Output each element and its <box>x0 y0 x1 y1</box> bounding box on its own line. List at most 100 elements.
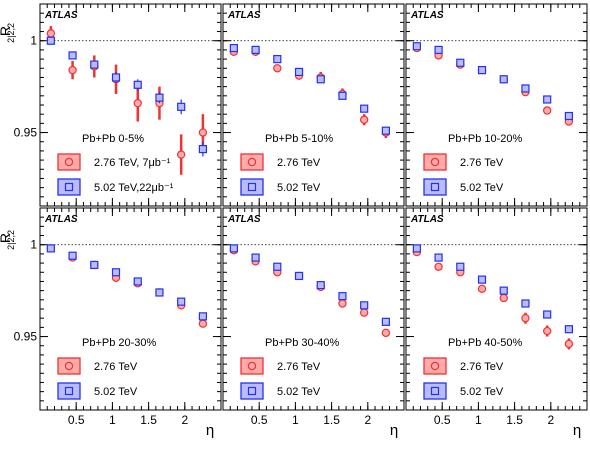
legend-marker-red <box>247 157 257 167</box>
data-point-blue <box>133 80 142 89</box>
legend-box-blue <box>57 382 81 400</box>
legend-box-blue <box>423 178 447 196</box>
legend-marker-blue <box>64 182 74 192</box>
panel-frame <box>222 3 405 207</box>
y-tick-label: 0.95 <box>14 126 38 140</box>
data-point-red <box>68 65 77 75</box>
data-point-blue <box>543 95 552 104</box>
legend-box-blue <box>423 382 447 400</box>
data-point-blue <box>499 75 508 84</box>
legend-box-blue <box>240 382 264 400</box>
data-point-blue <box>316 281 325 290</box>
atlas-label: ATLAS <box>44 214 78 225</box>
data-point-blue <box>338 292 347 301</box>
data-point-red <box>359 308 369 317</box>
data-point-red <box>477 284 487 293</box>
data-point-blue <box>198 144 207 154</box>
data-point-blue <box>198 312 207 321</box>
data-point-blue <box>381 317 390 326</box>
data-point-blue <box>521 299 530 308</box>
legend-label-red: 2.76 TeV <box>277 157 321 169</box>
data-point-red <box>434 262 443 271</box>
legend-marker-red <box>247 361 257 371</box>
atlas-label: ATLAS <box>227 214 261 225</box>
data-point-red <box>499 293 508 303</box>
legend-marker-blue <box>430 386 440 396</box>
data-point-blue <box>360 301 369 310</box>
data-point-red <box>46 29 56 38</box>
legend-box-red <box>57 357 81 375</box>
legend-title: Pb+Pb 30-40% <box>265 337 340 349</box>
panel-4: 1 0.95 0.5 1 1.5 2 ATLAS Pb+Pb 20-30% 2.76 TeV 5.… <box>14 207 222 427</box>
legend-box-red <box>423 153 447 171</box>
legend-marker-red <box>430 361 440 371</box>
x-tick-label: 1 <box>292 413 299 427</box>
data-point-blue <box>360 104 369 113</box>
data-point-blue <box>338 91 347 100</box>
legend-label-red: 2.76 TeV <box>277 361 321 373</box>
atlas-label: ATLAS <box>227 10 261 21</box>
y-axis-title-bottom-label: R <box>0 233 13 243</box>
data-point-blue <box>177 297 186 306</box>
data-point-blue <box>111 73 121 82</box>
legend-label-blue: 5.02 TeV <box>277 386 321 398</box>
legend-marker-blue <box>430 182 440 192</box>
legend-label-red: 2.76 TeV <box>460 361 504 373</box>
data-point-red <box>133 98 142 108</box>
y-tick-label: 1 <box>30 34 37 48</box>
data-point-blue <box>521 84 530 93</box>
x-tick-label: 0.5 <box>68 413 85 427</box>
legend-box-red <box>240 153 264 171</box>
x-axis-title-2: η <box>390 422 398 439</box>
x-axis-title-3: η <box>573 422 581 439</box>
y-axis-title-top-sub: 2|2;2 <box>6 23 16 43</box>
panel-frame <box>222 207 405 411</box>
data-point-red <box>381 328 391 338</box>
data-point-red <box>564 339 574 349</box>
x-tick-label: 1.5 <box>140 413 157 427</box>
data-point-blue <box>273 54 282 64</box>
data-point-blue <box>564 111 574 121</box>
legend-marker-red <box>64 361 74 371</box>
data-point-blue <box>543 310 552 319</box>
panels: 1 0.95 ATLAS Pb+Pb 0-5% 2.76 TeV, 7μb⁻¹ 5.02 … <box>14 3 588 427</box>
y-tick-label: 0.95 <box>14 330 38 344</box>
data-point-blue <box>90 60 99 69</box>
data-point-blue <box>294 67 304 77</box>
data-point-blue <box>477 66 487 75</box>
legend-title: Pb+Pb 10-20% <box>448 133 523 145</box>
y-axis-title-bottom-sub: 2|2;2 <box>6 230 16 250</box>
panel-3: ATLAS Pb+Pb 10-20% 2.76 TeV 5.02 TeV <box>405 3 588 207</box>
legend-marker-blue <box>247 386 257 396</box>
data-point-red <box>521 313 530 323</box>
data-point-blue <box>412 244 421 253</box>
data-point-blue <box>456 58 465 67</box>
data-point-blue <box>133 277 142 286</box>
data-point-blue <box>564 325 574 334</box>
panel-frame <box>39 207 222 411</box>
data-point-blue <box>434 45 443 55</box>
data-point-red <box>198 319 208 328</box>
x-tick-label: 1.5 <box>506 413 523 427</box>
legend-box-red <box>240 357 264 375</box>
data-point-red <box>542 326 552 336</box>
atlas-label: ATLAS <box>44 10 78 21</box>
legend-box-red <box>57 153 81 171</box>
data-point-red <box>338 299 347 308</box>
data-point-blue <box>111 268 121 277</box>
legend-title: Pb+Pb 5-10% <box>265 133 333 145</box>
data-point-blue <box>155 93 164 102</box>
x-tick-label: 1 <box>109 413 116 427</box>
x-axis-title-1: η <box>206 422 214 439</box>
legend-title: Pb+Pb 40-50% <box>448 337 523 349</box>
data-point-red <box>198 128 208 137</box>
x-tick-label: 2 <box>547 413 554 427</box>
data-point-blue <box>412 42 421 51</box>
legend-label-red: 2.76 TeV, 7μb⁻¹ <box>94 157 171 169</box>
legend-box-red <box>423 357 447 375</box>
x-tick-label: 0.5 <box>251 413 268 427</box>
panel-6: 0.5 1 1.5 2 ATLAS Pb+Pb 40-50% 2.76 TeV 5.02 Te… <box>405 207 588 427</box>
legend-label-red: 2.76 TeV <box>460 157 504 169</box>
atlas-label: ATLAS <box>410 214 444 225</box>
